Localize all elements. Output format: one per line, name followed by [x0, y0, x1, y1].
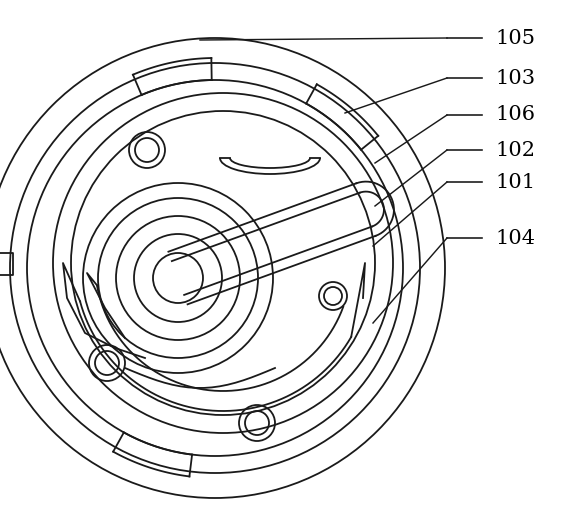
Text: 102: 102	[495, 140, 535, 160]
Text: 101: 101	[495, 172, 535, 191]
Text: 103: 103	[495, 68, 535, 87]
Text: 104: 104	[495, 228, 535, 248]
Text: 105: 105	[495, 29, 535, 48]
Text: 106: 106	[495, 105, 535, 125]
